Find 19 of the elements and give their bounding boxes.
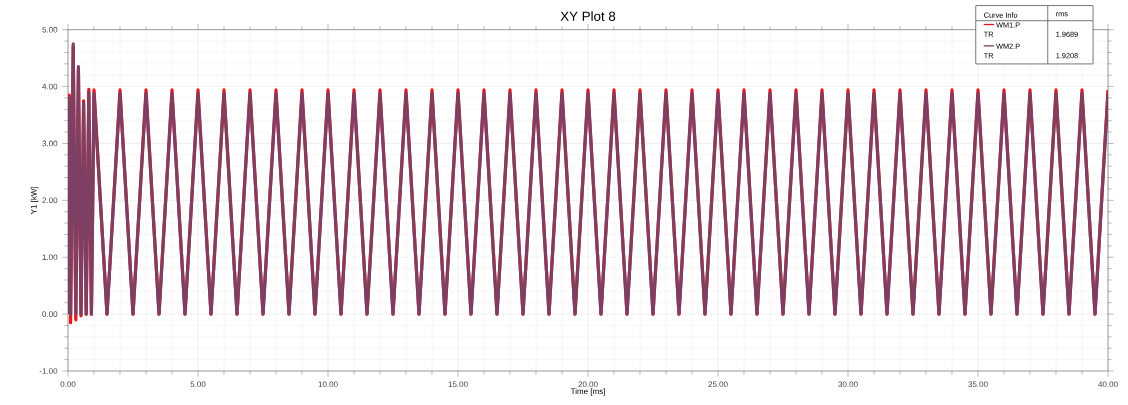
x-axis-title: Time [ms]	[570, 388, 605, 396]
x-tick-label: 30.00	[838, 381, 858, 388]
y-tick-label: 5.00	[42, 26, 58, 33]
y-tick-label: 2.00	[42, 197, 58, 204]
x-tick-label: 40.00	[1098, 381, 1118, 388]
y-tick-label: 4.00	[42, 83, 58, 90]
x-tick-label: 25.00	[708, 381, 728, 388]
y-axis-title: Y1 [kW]	[30, 186, 39, 215]
y-tick-label: 0.00	[42, 311, 58, 317]
y-tick-label: 3.00	[42, 140, 58, 147]
x-tick-label: 0.00	[60, 381, 76, 388]
y-tick-label: 1.00	[42, 254, 58, 261]
y-tick-label: -1.00	[39, 368, 58, 374]
x-tick-label: 15.00	[448, 381, 468, 388]
chart-title: XY Plot 8	[560, 11, 616, 21]
x-tick-label: 20.00	[578, 381, 598, 388]
x-tick-label: 10.00	[318, 381, 338, 388]
x-tick-label: 5.00	[190, 381, 206, 388]
x-tick-label: 35.00	[968, 381, 988, 388]
